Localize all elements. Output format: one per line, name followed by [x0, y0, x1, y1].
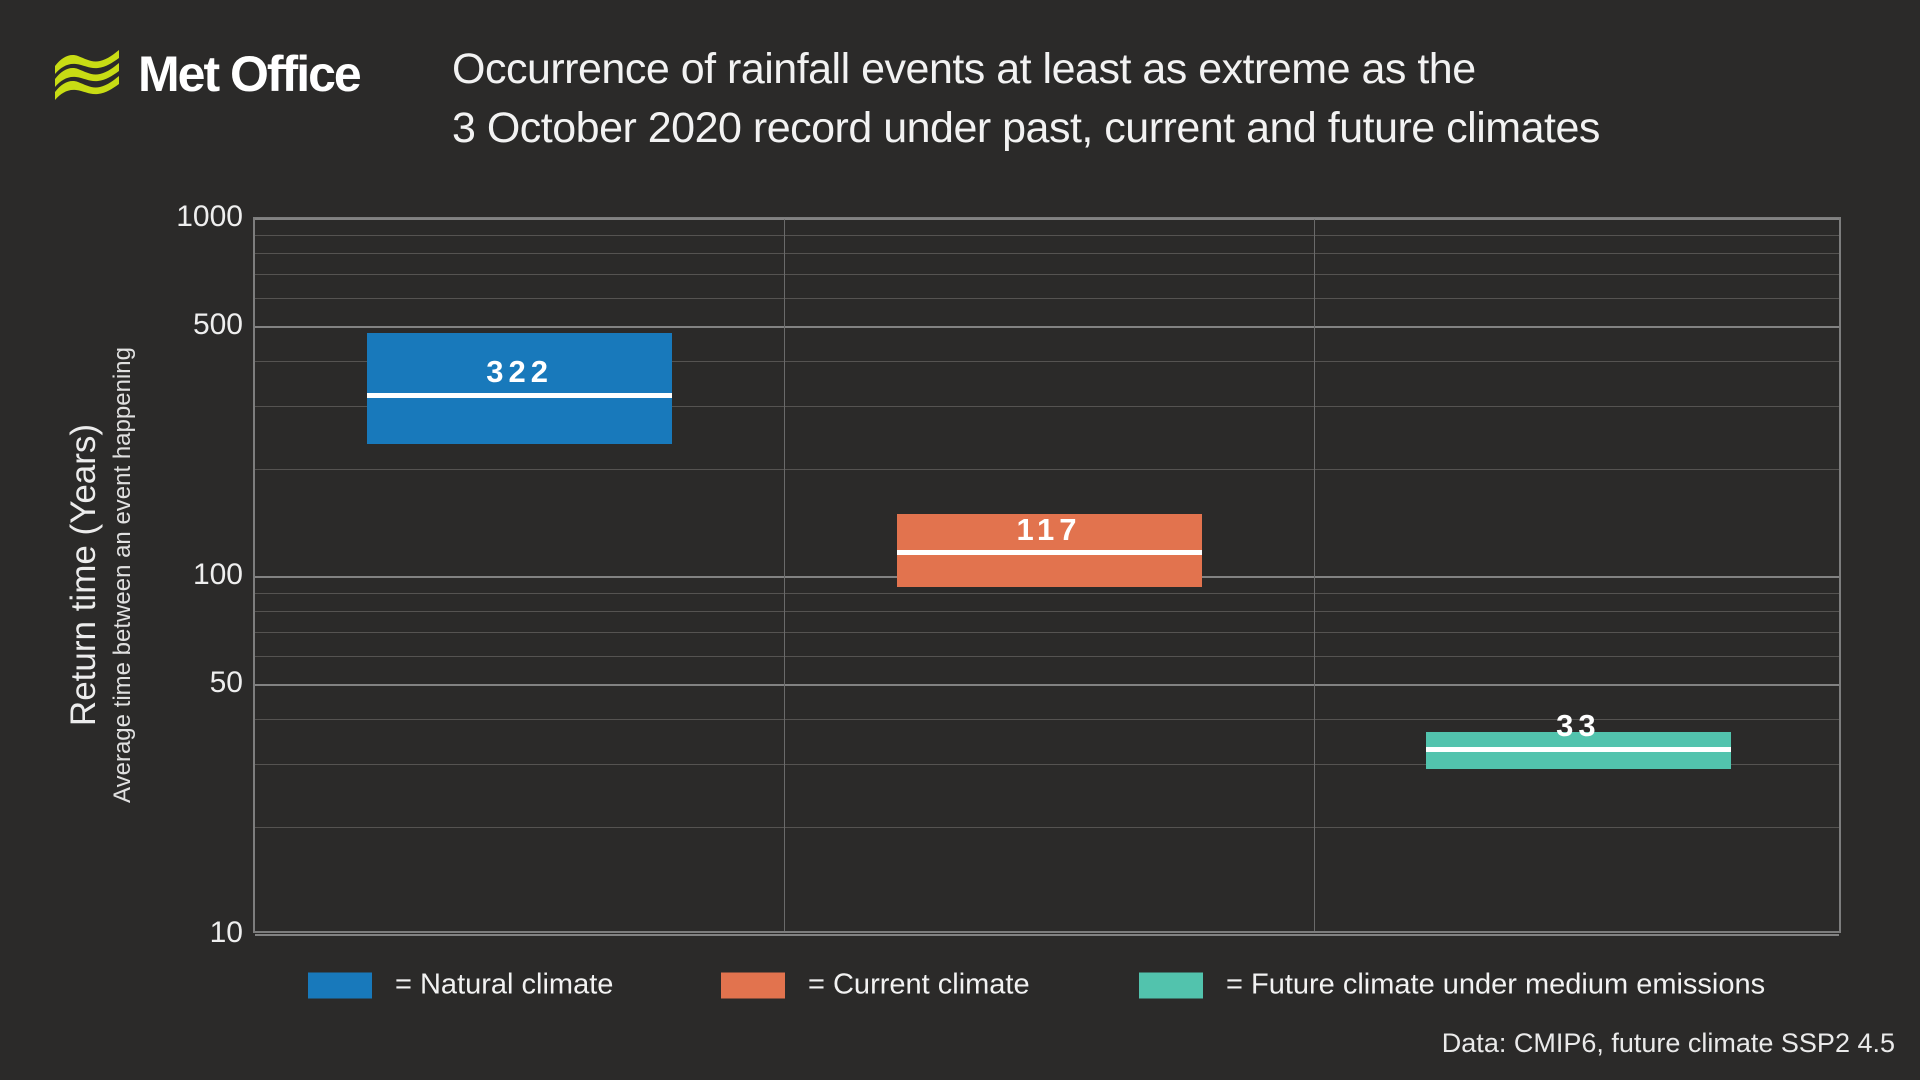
- gridline-800: [255, 253, 1839, 255]
- gridline-70: [255, 631, 1839, 633]
- bar-median-line: [367, 392, 673, 398]
- bar-current-climate: 117: [896, 511, 1202, 587]
- gridline-300: [255, 405, 1839, 407]
- legend-item-natural-climate: = Natural climate: [308, 969, 613, 1002]
- gridline-40: [255, 718, 1839, 720]
- gridline-600: [255, 297, 1839, 299]
- bar-value-label: 322: [486, 354, 554, 390]
- y-tick-label-500: 500: [192, 307, 243, 341]
- chart-title: Occurrence of rainfall events at least a…: [452, 40, 1600, 158]
- gridline-80: [255, 611, 1839, 613]
- y-tick-label-100: 100: [192, 558, 243, 591]
- bar-median-line: [1425, 746, 1731, 752]
- gridline-200: [255, 468, 1839, 470]
- y-tick-label-10: 10: [209, 916, 243, 949]
- legend-item-future-climate: = Future climate under medium emissions: [1139, 969, 1765, 1002]
- gridline-60: [255, 655, 1839, 657]
- legend-swatch: [1139, 972, 1203, 998]
- legend-label: = Future climate under medium emissions: [1226, 968, 1766, 1001]
- gridline-50: [255, 683, 1839, 686]
- legend-swatch: [721, 972, 785, 998]
- column-divider-1: [784, 219, 786, 931]
- chart-title-line-2: 3 October 2020 record under past, curren…: [452, 104, 1600, 152]
- bar-value-label: 33: [1556, 708, 1601, 744]
- gridline-20: [255, 826, 1839, 828]
- gridline-900: [255, 234, 1839, 236]
- legend-label: = Current climate: [808, 968, 1030, 1001]
- bar-median-line: [896, 550, 1202, 556]
- y-tick-label-1000: 1000: [176, 200, 243, 233]
- gridline-1000: [255, 218, 1839, 220]
- column-divider-2: [1313, 219, 1315, 931]
- gridline-90: [255, 592, 1839, 594]
- bar-value-label: 117: [1016, 511, 1082, 547]
- y-tick-label-50: 50: [209, 665, 243, 699]
- bar-natural-climate: 322: [367, 333, 673, 445]
- plot-area: 322 117 33: [253, 217, 1841, 936]
- met-office-logo-text: Met Office: [138, 46, 362, 102]
- gridline-30: [255, 763, 1839, 765]
- legend-item-current-climate: = Current climate: [721, 969, 1030, 1002]
- legend-label: = Natural climate: [395, 968, 614, 1001]
- legend-swatch: [308, 972, 372, 998]
- gridline-400: [255, 360, 1839, 362]
- chart-title-line-1: Occurrence of rainfall events at least a…: [452, 45, 1476, 93]
- bar-future-climate: 33: [1425, 709, 1731, 770]
- gridline-500: [255, 325, 1839, 328]
- met-office-logo-icon: [55, 50, 119, 100]
- data-source-note: Data: CMIP6, future climate SSP2 4.5: [1441, 1028, 1895, 1058]
- gridline-10: [255, 934, 1839, 936]
- gridline-700: [255, 273, 1839, 275]
